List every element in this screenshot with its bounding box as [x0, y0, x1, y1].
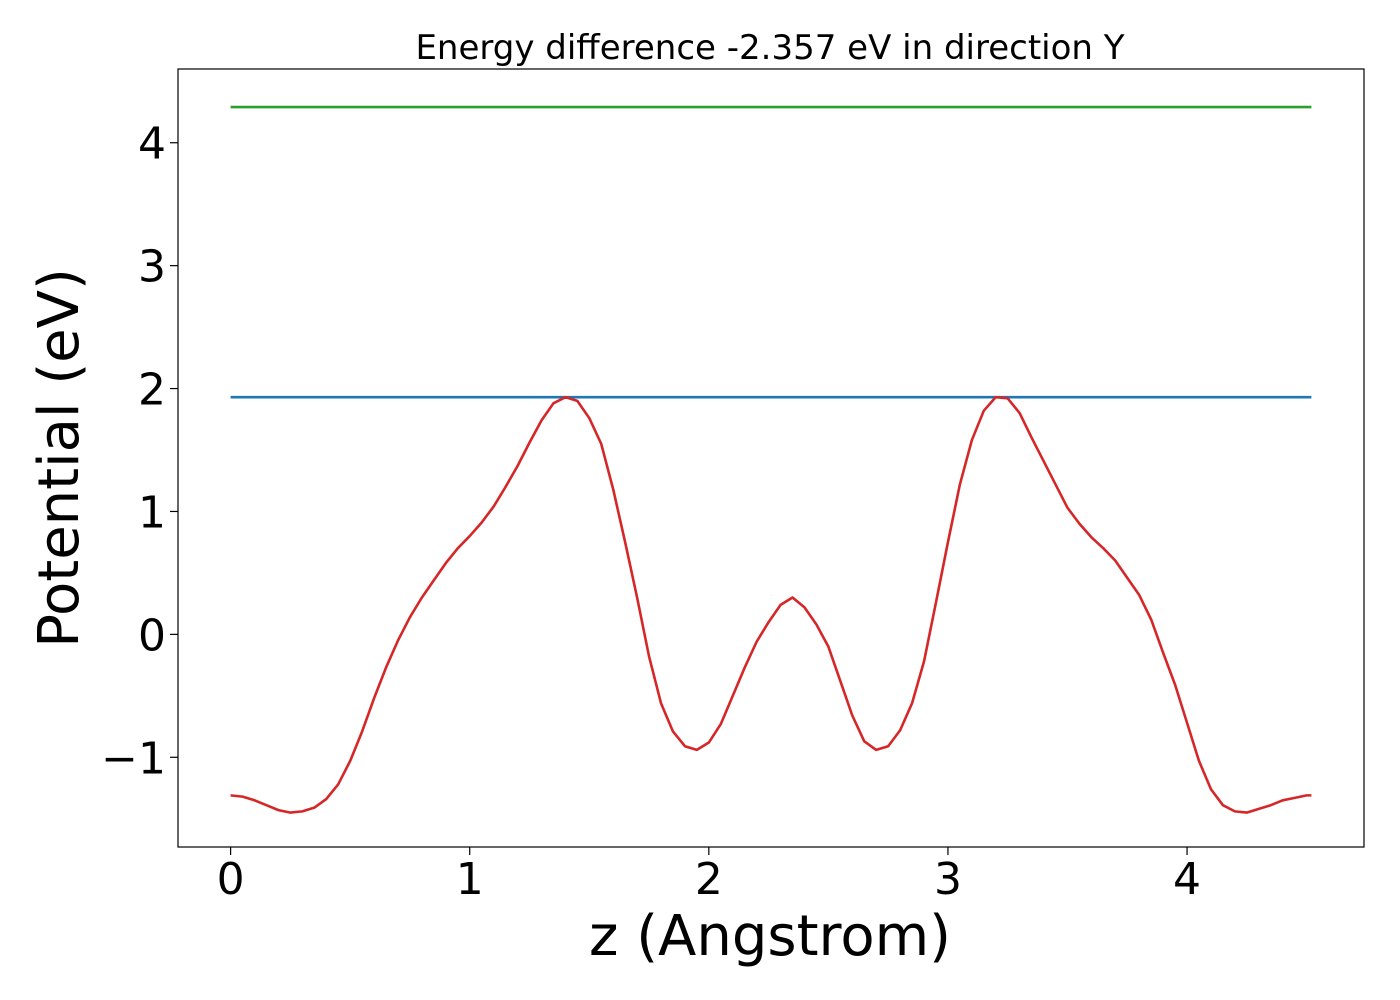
y-tick-label: 2	[138, 365, 166, 416]
axes-ticks: 0 1 2 3 4 −1 0 1 2 3 4	[101, 119, 1201, 905]
x-tick-label: 4	[1173, 854, 1201, 905]
x-tick-label: 2	[695, 854, 723, 905]
plot-frame	[177, 68, 1365, 848]
x-tick-label: 1	[456, 854, 484, 905]
chart-title: Energy difference -2.357 eV in direction…	[415, 28, 1124, 68]
y-tick-label: −1	[101, 733, 166, 784]
y-tick-label: 4	[138, 119, 166, 170]
series-line-0	[230, 395, 1312, 814]
x-axis-title: z (Angstrom)	[589, 904, 951, 969]
y-tick-label: 1	[138, 487, 166, 538]
x-tick-label: 0	[217, 854, 245, 905]
y-tick-label: 0	[138, 610, 166, 661]
plot-area	[230, 105, 1312, 814]
y-tick-label: 3	[138, 242, 166, 293]
x-tick-label: 3	[934, 854, 962, 905]
y-axis-title: Potential (eV)	[27, 268, 92, 648]
